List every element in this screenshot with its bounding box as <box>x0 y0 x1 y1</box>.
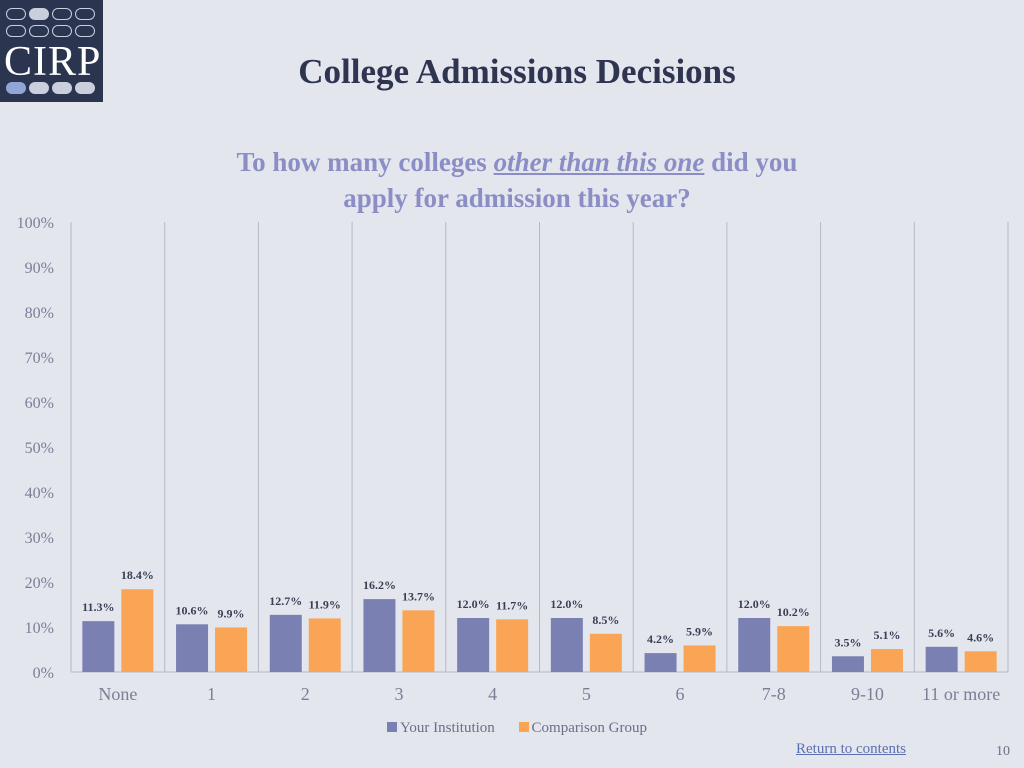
data-label: 12.0% <box>457 597 490 611</box>
data-label: 8.5% <box>592 613 619 627</box>
data-label: 11.3% <box>82 600 114 614</box>
bar-institution <box>831 656 864 672</box>
logo-dot <box>6 8 26 20</box>
data-label: 10.6% <box>176 603 209 617</box>
data-label: 3.5% <box>834 635 861 649</box>
x-tick-label: 5 <box>582 684 591 704</box>
data-label: 11.9% <box>309 597 341 611</box>
page-number: 10 <box>996 744 1010 759</box>
logo-dot <box>75 8 95 20</box>
bar-comparison <box>964 651 997 672</box>
page-title: College Admissions Decisions <box>298 52 736 91</box>
y-tick-label: 80% <box>25 305 54 322</box>
cirp-logo: CIRP <box>0 0 103 102</box>
y-tick-label: 30% <box>25 530 54 547</box>
question-emphasis: other than this one <box>493 147 705 177</box>
x-tick-label: 11 or more <box>922 684 1000 704</box>
legend-swatch <box>518 722 529 732</box>
data-label: 5.1% <box>873 628 900 642</box>
legend-label: Comparison Group <box>531 720 647 736</box>
legend-label: Your Institution <box>400 720 495 736</box>
logo-dot <box>75 25 95 37</box>
logo-wordmark: CIRP <box>4 39 102 85</box>
logo-dot <box>6 25 26 37</box>
bar-comparison <box>215 627 248 672</box>
bar-comparison <box>308 618 341 672</box>
y-tick-label: 100% <box>17 215 54 232</box>
bar-comparison <box>777 626 810 672</box>
bar-comparison <box>589 633 622 672</box>
return-to-contents-link[interactable]: Return to contents <box>796 741 906 757</box>
bar-comparison <box>683 645 716 672</box>
x-tick-label: 2 <box>301 684 310 704</box>
logo-dot <box>29 25 49 37</box>
data-label: 12.0% <box>738 597 771 611</box>
logo-dot <box>29 82 49 94</box>
chart-question: To how many colleges other than this one… <box>0 144 1024 216</box>
y-tick-label: 10% <box>25 620 54 637</box>
y-tick-label: 20% <box>25 575 54 592</box>
bar-institution <box>176 624 209 672</box>
x-tick-label: 4 <box>488 684 497 704</box>
bar-comparison <box>402 610 435 672</box>
x-tick-label: 7-8 <box>762 684 786 704</box>
x-tick-label: 9-10 <box>851 684 884 704</box>
data-label: 13.7% <box>402 589 435 603</box>
x-tick-label: 3 <box>394 684 403 704</box>
y-tick-label: 0% <box>33 665 54 682</box>
bar-institution <box>644 653 677 672</box>
data-label: 11.7% <box>496 598 528 612</box>
question-text-start: To how many colleges <box>236 147 494 177</box>
legend-item-comparison: Comparison Group <box>518 720 647 737</box>
bar-institution <box>363 599 396 672</box>
logo-dot <box>52 8 72 20</box>
legend-swatch <box>387 722 398 732</box>
logo-dot <box>29 8 49 20</box>
x-tick-label: 6 <box>676 684 685 704</box>
question-line-2: apply for admission this year? <box>343 183 691 213</box>
y-tick-label: 50% <box>25 440 54 457</box>
chart-legend: Your Institution Comparison Group <box>0 720 1024 737</box>
data-label: 16.2% <box>363 578 396 592</box>
bar-institution <box>82 621 115 672</box>
y-tick-label: 90% <box>25 260 54 277</box>
logo-dot <box>6 82 26 94</box>
data-label: 10.2% <box>777 605 810 619</box>
bar-institution <box>738 618 771 672</box>
x-tick-label: None <box>98 684 137 704</box>
y-tick-label: 70% <box>25 350 54 367</box>
bar-institution <box>269 614 302 672</box>
data-label: 4.6% <box>967 630 994 644</box>
data-label: 5.9% <box>686 624 713 638</box>
bar-comparison <box>870 649 903 672</box>
data-label: 4.2% <box>647 632 674 646</box>
bar-institution <box>925 646 958 672</box>
y-tick-label: 60% <box>25 395 54 412</box>
y-tick-label: 40% <box>25 485 54 502</box>
data-label: 18.4% <box>121 568 154 582</box>
bar-comparison <box>496 619 529 672</box>
x-tick-label: 1 <box>207 684 216 704</box>
legend-item-institution: Your Institution <box>387 720 495 737</box>
data-label: 9.9% <box>218 606 245 620</box>
data-label: 12.7% <box>269 594 302 608</box>
bar-institution <box>550 618 583 672</box>
bar-institution <box>457 618 490 672</box>
logo-dot <box>52 25 72 37</box>
data-label: 5.6% <box>928 626 955 640</box>
question-text-end: did you <box>704 147 798 177</box>
logo-dot <box>75 82 95 94</box>
bar-comparison <box>121 589 154 672</box>
logo-dot <box>52 82 72 94</box>
data-label: 12.0% <box>550 597 583 611</box>
